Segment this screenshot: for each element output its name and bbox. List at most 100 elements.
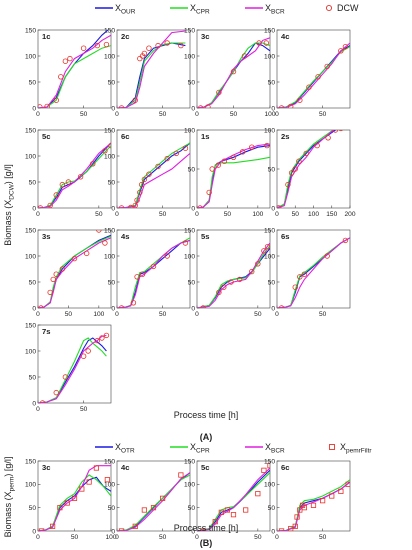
series-line-X_BCR xyxy=(117,30,186,108)
data-point xyxy=(65,179,72,185)
panel-title: 2s xyxy=(281,132,289,141)
x-tick-label: 0 xyxy=(115,311,119,318)
data-point xyxy=(62,374,69,380)
data-point xyxy=(134,197,140,203)
x-tick-label: 50 xyxy=(292,211,300,218)
data-point xyxy=(103,41,110,48)
data-point xyxy=(209,166,215,172)
x-tick-label: 50 xyxy=(319,111,327,118)
data-point xyxy=(267,463,270,469)
y-tick-label: 50 xyxy=(268,79,276,86)
data-point xyxy=(221,158,228,164)
y-tick-label: 50 xyxy=(188,79,196,86)
x-tick-label: 0 xyxy=(275,111,279,118)
data-point xyxy=(155,42,161,49)
data-point xyxy=(338,130,344,132)
data-point xyxy=(146,171,152,177)
x-tick-label: 100 xyxy=(308,211,319,218)
y-tick-label: 100 xyxy=(104,253,115,260)
y-tick-label: 0 xyxy=(111,528,115,535)
data-point xyxy=(256,40,262,46)
data-point xyxy=(249,268,255,275)
data-point xyxy=(58,74,64,80)
y-tick-label: 150 xyxy=(25,322,36,329)
data-point xyxy=(228,279,234,285)
plot-frame xyxy=(37,229,112,309)
y-tick-label: 0 xyxy=(32,205,36,212)
x-tick-label: 200 xyxy=(344,211,355,218)
y-tick-label: 0 xyxy=(111,105,115,112)
series-line-X_BCR xyxy=(38,34,111,108)
legend-b: XOTR XCPR XBCR XpemrFiltr xyxy=(95,442,372,455)
data-point xyxy=(102,148,108,154)
data-point xyxy=(108,142,111,149)
data-point xyxy=(57,505,63,511)
y-tick-label: 100 xyxy=(25,482,36,489)
y-tick-label: 0 xyxy=(32,528,36,535)
data-point xyxy=(77,174,84,180)
y-tick-label: 50 xyxy=(108,279,116,286)
panel-title: 6c xyxy=(281,463,289,472)
panel-6s: 0 50 0 50 100 150 6s xyxy=(264,227,351,318)
data-point xyxy=(197,105,204,108)
y-tick-label: 50 xyxy=(268,166,276,173)
data-point xyxy=(255,491,261,497)
legend-label: XpemrFiltr xyxy=(340,442,372,455)
panel-title: 6c xyxy=(121,132,129,141)
y-tick-label: 150 xyxy=(184,27,195,34)
x-tick-label: 100 xyxy=(252,211,263,218)
panel-5c_perm: 0 50 0 50 100 150 5c xyxy=(184,458,271,541)
caption-a: (A) xyxy=(200,432,213,442)
y-tick-label: 150 xyxy=(264,27,275,34)
data-point xyxy=(146,45,152,51)
panel-2c: 0 50 0 50 100 150 2c xyxy=(104,27,191,118)
series-line-X_BCR xyxy=(117,152,190,208)
series-line-X_CPR xyxy=(38,45,111,108)
y-tick-label: 50 xyxy=(188,166,196,173)
x-tick-label: 100 xyxy=(264,111,275,118)
y-tick-label: 0 xyxy=(32,105,36,112)
y-tick-label: 100 xyxy=(25,53,36,60)
data-point xyxy=(264,142,270,149)
y-axis-label-a: Biomass (XDCW) [g/l] xyxy=(3,164,15,246)
x-tick-label: 50 xyxy=(80,111,88,118)
y-tick-label: 150 xyxy=(104,458,115,465)
x-tick-label: 0 xyxy=(195,311,199,318)
data-point xyxy=(86,479,92,485)
data-point xyxy=(249,144,255,150)
series-line-X_CPR xyxy=(197,42,270,108)
data-point xyxy=(102,240,108,246)
x-tick-label: 0 xyxy=(115,534,119,541)
y-tick-label: 50 xyxy=(108,179,116,186)
y-tick-label: 100 xyxy=(184,482,195,489)
data-point xyxy=(71,495,78,501)
plot-frame xyxy=(116,460,191,532)
panel-title: 5s xyxy=(201,232,209,241)
y-tick-label: 0 xyxy=(32,305,36,312)
x-tick-label: 50 xyxy=(159,534,167,541)
panel-2s: 0 50 100 150 200 0 50 100 2s xyxy=(264,127,356,218)
x-tick-label: 50 xyxy=(80,406,88,413)
plot-frame xyxy=(196,129,271,209)
data-point xyxy=(132,97,138,103)
data-point xyxy=(182,240,189,246)
data-point xyxy=(103,332,110,339)
data-point xyxy=(178,472,184,478)
panel-1s: 0 50 100 0 50 100 1s xyxy=(184,127,271,218)
data-point xyxy=(314,142,320,149)
data-point xyxy=(263,40,270,46)
y-tick-label: 100 xyxy=(264,127,275,134)
y-tick-label: 0 xyxy=(111,305,115,312)
plot-frame xyxy=(37,324,112,404)
legend-label: XBCR xyxy=(265,3,285,16)
y-tick-label: 0 xyxy=(271,205,275,212)
data-point xyxy=(104,477,110,483)
y-tick-label: 150 xyxy=(25,227,36,234)
data-point xyxy=(285,181,291,188)
data-point xyxy=(118,105,125,108)
panel-title: 4c xyxy=(121,463,129,472)
y-tick-label: 50 xyxy=(29,374,37,381)
y-tick-label: 50 xyxy=(29,79,37,86)
panel-title: 4c xyxy=(281,32,289,41)
